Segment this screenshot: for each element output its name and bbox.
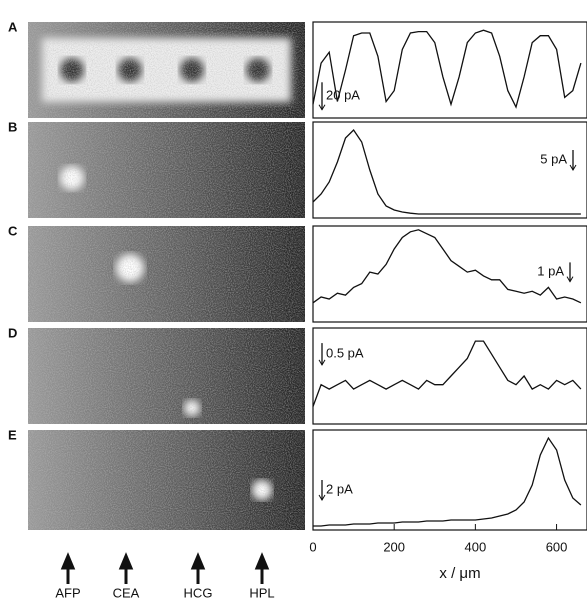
trace xyxy=(312,229,582,304)
trace xyxy=(312,340,582,407)
plot-frame xyxy=(312,327,587,425)
scale-arrow xyxy=(318,359,326,366)
image-noise xyxy=(28,226,305,322)
arrow xyxy=(118,552,134,584)
scale-arrow xyxy=(566,276,574,283)
scale-label: 5 pA xyxy=(540,151,567,166)
image-label: HCG xyxy=(184,585,213,600)
image-noise xyxy=(28,328,305,424)
scale-label: 2 pA xyxy=(326,481,353,496)
image-noise xyxy=(28,122,305,218)
plot-frame xyxy=(312,21,587,119)
x-tick-label: 200 xyxy=(383,539,405,554)
trace xyxy=(313,436,582,527)
plot-frame xyxy=(312,121,587,219)
x-tick-label: 0 xyxy=(309,539,316,554)
x-tick-label: 400 xyxy=(465,539,487,554)
scale-label: 0.5 pA xyxy=(326,345,364,360)
panel-label: E xyxy=(8,427,17,442)
image-label: HPL xyxy=(249,585,274,600)
x-axis-label: x / μm xyxy=(439,565,480,582)
scale-label: 20 pA xyxy=(326,87,360,102)
image-noise xyxy=(28,22,305,118)
trace xyxy=(312,128,581,215)
panel-label: B xyxy=(8,119,17,134)
plot-frame xyxy=(312,225,587,323)
scale-label: 1 pA xyxy=(537,263,564,278)
x-tick-label: 600 xyxy=(546,539,568,554)
arrow xyxy=(254,552,270,584)
arrow xyxy=(190,552,206,584)
trace xyxy=(312,29,582,109)
panel-label: A xyxy=(8,19,18,34)
image-label: AFP xyxy=(55,585,80,600)
image-label: CEA xyxy=(113,585,140,600)
scale-arrow xyxy=(318,104,326,111)
panel-label: D xyxy=(8,325,17,340)
plot-frame xyxy=(312,429,587,531)
arrow xyxy=(60,552,76,584)
scale-arrow xyxy=(569,164,577,171)
panel-label: C xyxy=(8,223,18,238)
scale-arrow xyxy=(318,494,326,501)
image-noise xyxy=(28,430,305,530)
